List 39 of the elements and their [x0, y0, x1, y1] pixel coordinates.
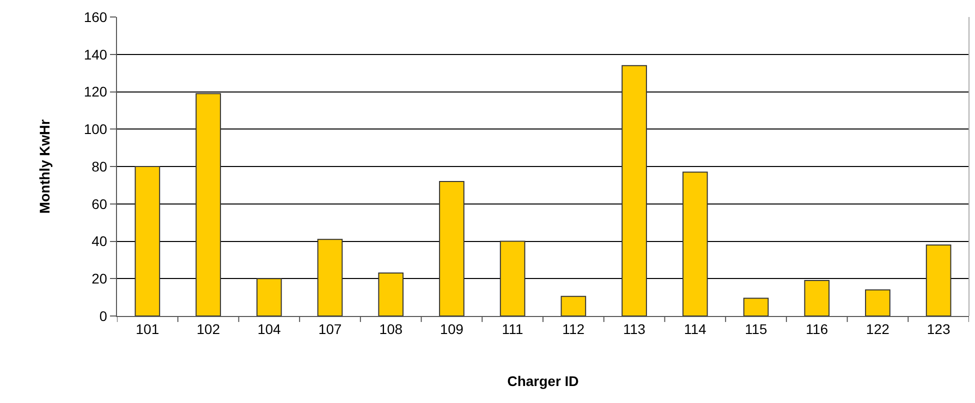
x-tick-label: 123 [926, 320, 950, 337]
y-tick-label: 80 [92, 158, 108, 174]
bar [865, 289, 890, 316]
bar [926, 244, 952, 316]
x-tick-label: 101 [136, 320, 160, 337]
y-tick-label: 20 [92, 270, 108, 287]
x-tick-label: 115 [744, 320, 768, 337]
y-tick-label: 40 [92, 233, 108, 250]
x-tick-label: 114 [684, 320, 707, 337]
bar [256, 278, 282, 316]
x-tick-label: 116 [806, 320, 828, 337]
y-tick-label: 160 [84, 8, 108, 25]
bar [682, 172, 708, 316]
bar [317, 238, 343, 316]
y-tick-label: 0 [99, 308, 108, 324]
x-tick-label: 107 [318, 320, 342, 337]
y-tick-label: 60 [92, 196, 108, 212]
x-tick-label: 102 [196, 320, 220, 337]
bar [622, 65, 647, 316]
bar [378, 272, 404, 316]
y-axis-title: Monthly KwHr [36, 118, 52, 214]
bar [804, 280, 830, 316]
y-tick-label: 100 [84, 121, 108, 138]
bar [560, 296, 586, 316]
x-tick-label: 111 [502, 320, 524, 337]
bar [743, 298, 769, 316]
x-tick-label: 104 [257, 320, 282, 337]
x-tick-label: 122 [866, 320, 890, 337]
x-tick-label: 113 [623, 320, 646, 337]
x-tick-label: 108 [379, 320, 403, 337]
bar [196, 93, 221, 316]
y-tick-label: 120 [84, 84, 108, 100]
bar [500, 240, 526, 316]
x-tick-label: 112 [562, 320, 585, 337]
x-axis-title: Charger ID [507, 373, 579, 390]
y-tick-label: 140 [84, 46, 108, 62]
bar [134, 166, 160, 316]
bar [439, 180, 464, 316]
x-tick-label: 109 [440, 320, 464, 337]
